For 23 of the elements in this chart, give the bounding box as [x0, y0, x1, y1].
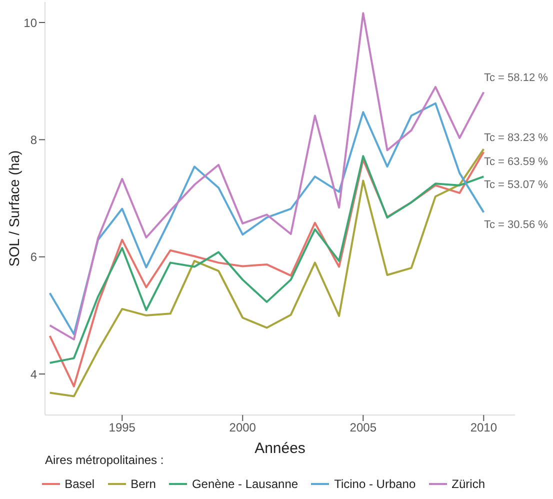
- annotation: Tc = 53.07 %: [484, 179, 548, 191]
- y-tick-label: 8: [30, 132, 38, 147]
- line-series: [48, 102, 485, 336]
- x-tick-label: 2010: [470, 420, 498, 435]
- y-tick-label: 10: [24, 16, 38, 30]
- y-tick-label: 4: [30, 367, 38, 382]
- line-series: [48, 12, 485, 340]
- annotation: Tc = 58.12 %: [484, 72, 548, 84]
- annotation: Tc = 63.59 %: [484, 156, 548, 168]
- legend-title: Aires métropolitaines :: [45, 453, 164, 467]
- legend-label: Zürich: [452, 477, 485, 491]
- x-tick-label: 2000: [229, 420, 256, 435]
- y-tick-label: 6: [30, 250, 38, 264]
- annotation: Tc = 83.23 %: [484, 132, 548, 144]
- legend-label: Genène - Lausanne: [192, 477, 298, 491]
- legend-label: Basel: [64, 477, 95, 491]
- legend-label: Ticino - Urbano: [334, 477, 416, 491]
- annotation: Tc = 30.56 %: [484, 219, 548, 231]
- x-tick-label: 1995: [108, 420, 136, 435]
- x-axis-title: Années: [254, 440, 306, 457]
- x-tick-label: 2005: [350, 420, 377, 435]
- legend-label: Bern: [130, 477, 156, 491]
- y-axis-title: SOL / Surface (ha): [6, 150, 22, 267]
